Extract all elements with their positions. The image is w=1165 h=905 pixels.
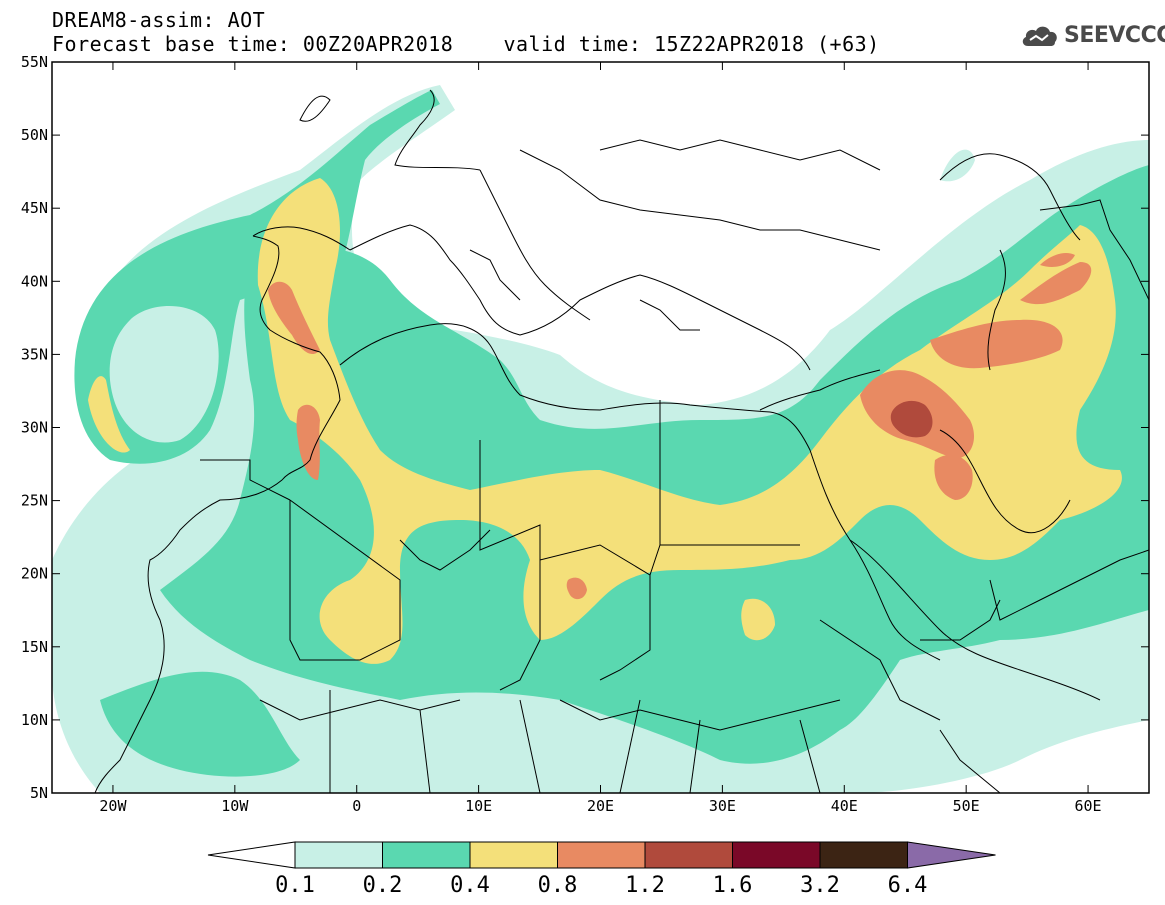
longitude-axis: 20W 10W 0 10E 20E 30E 40E 50E 60E bbox=[99, 62, 1102, 815]
lon-tick-label: 20E bbox=[587, 797, 614, 815]
lat-tick-label: 20N bbox=[21, 565, 48, 583]
lat-tick-label: 25N bbox=[21, 492, 48, 510]
colorbar-swatch bbox=[644, 841, 733, 869]
coastlines-borders bbox=[94, 89, 1149, 793]
lon-tick-label: 10W bbox=[221, 797, 249, 815]
colorbar-level-label: 0.2 bbox=[363, 873, 403, 898]
lat-tick-label: 55N bbox=[21, 53, 48, 71]
colorbar-level-label: 0.8 bbox=[538, 873, 578, 898]
colorbar-level-label: 6.4 bbox=[888, 873, 928, 898]
aot-level-1-2-field bbox=[890, 400, 933, 438]
lon-tick-label: 20W bbox=[99, 797, 127, 815]
colorbar-swatch bbox=[732, 841, 821, 869]
map-subtitle-times: Forecast base time: 00Z20APR2018 valid t… bbox=[52, 32, 880, 56]
lon-tick-label: 60E bbox=[1075, 797, 1102, 815]
lat-tick-label: 30N bbox=[21, 419, 48, 437]
lon-tick-label: 40E bbox=[831, 797, 858, 815]
lat-tick-label: 50N bbox=[21, 126, 48, 144]
colorbar-level-label: 0.1 bbox=[275, 873, 315, 898]
colorbar-swatch bbox=[469, 841, 558, 869]
colorbar-swatch bbox=[382, 841, 471, 869]
colorbar-level-label: 0.4 bbox=[450, 873, 490, 898]
colorbar-swatch bbox=[819, 841, 908, 869]
colorbar-level-label: 3.2 bbox=[800, 873, 840, 898]
colorbar-low-arrow bbox=[207, 841, 296, 869]
colorbar-level-label: 1.6 bbox=[713, 873, 753, 898]
seevccc-logo: SEEVCCC bbox=[1020, 22, 1165, 48]
map-title: DREAM8-assim: AOT bbox=[52, 8, 266, 32]
lat-tick-label: 40N bbox=[21, 272, 48, 290]
aot-level-0-2-field bbox=[74, 90, 1149, 777]
colorbar-swatch bbox=[294, 841, 383, 869]
lat-tick-label: 5N bbox=[30, 784, 48, 802]
aot-colorbar: 0.1 0.2 0.4 0.8 1.2 1.6 3.2 6.4 bbox=[207, 841, 996, 898]
lon-tick-label: 50E bbox=[953, 797, 980, 815]
lat-tick-label: 10N bbox=[21, 711, 48, 729]
aot-level-0-8-field bbox=[268, 253, 1092, 600]
logo-text: SEEVCCC bbox=[1064, 22, 1165, 48]
lat-tick-label: 35N bbox=[21, 345, 48, 363]
lat-tick-label: 45N bbox=[21, 199, 48, 217]
lat-tick-label: 15N bbox=[21, 638, 48, 656]
lon-tick-label: 30E bbox=[709, 797, 736, 815]
colorbar-level-label: 1.2 bbox=[625, 873, 665, 898]
cloud-icon bbox=[1022, 26, 1057, 46]
colorbar-swatch bbox=[557, 841, 646, 869]
latitude-axis: 55N 50N 45N 40N 35N 30N 25N 20N 15N 10N 5N bbox=[21, 53, 1149, 802]
lon-tick-label: 0 bbox=[352, 797, 361, 815]
colorbar-high-arrow bbox=[907, 841, 996, 869]
lon-tick-label: 10E bbox=[465, 797, 492, 815]
aot-contour-fields bbox=[52, 85, 1149, 793]
